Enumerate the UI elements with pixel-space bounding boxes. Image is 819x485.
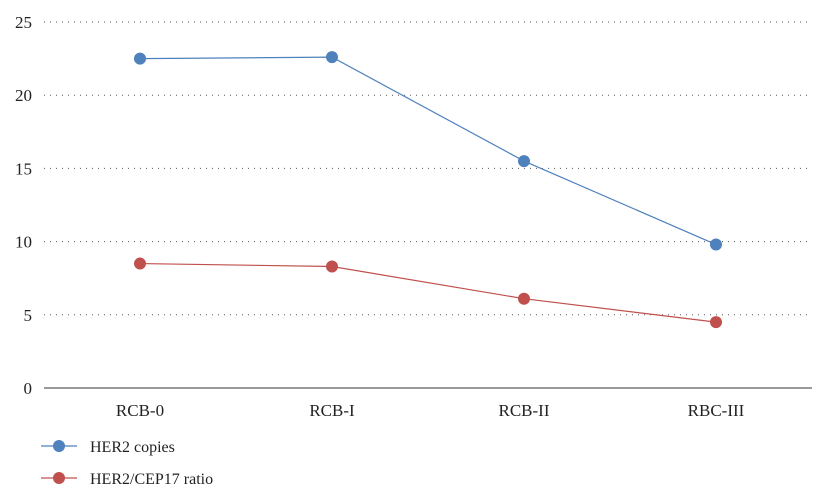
legend-item: HER2 copies	[41, 439, 175, 456]
legend-marker	[53, 472, 65, 484]
y-tick-label: 25	[15, 13, 32, 32]
legend-marker	[53, 440, 65, 452]
series-line	[139, 262, 717, 323]
x-tick-label: RCB-I	[309, 401, 355, 420]
legend: HER2 copies HER2/CEP17 ratio	[41, 439, 213, 485]
data-point	[710, 238, 722, 251]
series-line	[139, 56, 717, 246]
legend-label: HER2/CEP17 ratio	[90, 471, 213, 485]
x-tick-label: RCB-0	[116, 401, 164, 420]
x-tick-label: RCB-II	[499, 401, 550, 420]
series-0	[134, 51, 722, 251]
series-lines	[134, 51, 722, 329]
legend-label: HER2 copies	[90, 439, 175, 456]
y-tick-label: 10	[15, 233, 32, 252]
data-point	[326, 51, 338, 64]
data-point	[134, 257, 146, 270]
x-axis-tick-labels: RCB-0 RCB-I RCB-II RBC-III	[116, 401, 745, 420]
data-point	[134, 52, 146, 65]
data-point	[518, 292, 530, 305]
data-point	[326, 260, 338, 273]
data-point	[710, 316, 722, 329]
legend-item: HER2/CEP17 ratio	[41, 471, 213, 485]
data-point	[518, 155, 530, 168]
y-axis-tick-labels: 0 5 10 15 20 25	[15, 13, 32, 398]
y-tick-label: 5	[24, 306, 33, 325]
y-tick-label: 0	[24, 379, 33, 398]
y-tick-label: 20	[15, 86, 32, 105]
series-1	[134, 257, 722, 329]
x-tick-label: RBC-III	[688, 401, 745, 420]
y-tick-label: 15	[15, 159, 32, 178]
gridlines	[44, 21, 812, 316]
